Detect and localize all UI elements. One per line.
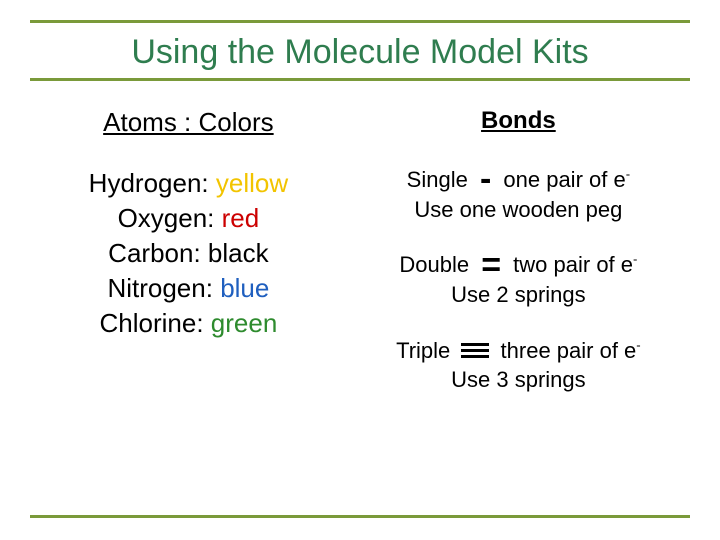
bond-double: Double = two pair of e- Use 2 springs xyxy=(347,250,690,309)
bond-single: Single - one pair of e- Use one wooden p… xyxy=(347,165,690,224)
bond-triple-tail: three pair of e xyxy=(501,338,637,363)
atom-row: Carbon: black xyxy=(30,236,347,271)
bond-single-note: Use one wooden peg xyxy=(414,197,622,222)
atom-row: Nitrogen: blue xyxy=(30,271,347,306)
bond-double-lead: Double xyxy=(399,252,469,277)
atom-label: Nitrogen: xyxy=(107,273,220,303)
bond-triple: Triple three pair of e- Use 3 springs xyxy=(347,336,690,395)
atom-row: Oxygen: red xyxy=(30,201,347,236)
bond-single-lead: Single xyxy=(407,167,468,192)
atom-color-word: yellow xyxy=(216,168,288,198)
divider-bottom xyxy=(30,515,690,518)
divider-top xyxy=(30,20,690,23)
bond-single-sup: - xyxy=(626,167,630,182)
bond-double-tail: two pair of e xyxy=(513,252,633,277)
content-columns: Atoms : Colors Hydrogen: yellowOxygen: r… xyxy=(30,107,690,421)
atom-color-word: blue xyxy=(220,273,269,303)
atom-label: Hydrogen: xyxy=(89,168,216,198)
atoms-column: Atoms : Colors Hydrogen: yellowOxygen: r… xyxy=(30,107,347,421)
bonds-column: Bonds Single - one pair of e- Use one wo… xyxy=(347,107,690,421)
atom-label: Chlorine: xyxy=(100,308,211,338)
atom-label: Carbon: xyxy=(108,238,208,268)
atom-label: Oxygen: xyxy=(118,203,222,233)
atom-row: Hydrogen: yellow xyxy=(30,166,347,201)
divider-under-title xyxy=(30,78,690,81)
atom-color-word: black xyxy=(208,238,269,268)
atoms-list: Hydrogen: yellowOxygen: redCarbon: black… xyxy=(30,166,347,341)
bond-triple-note: Use 3 springs xyxy=(451,367,586,392)
bond-double-sup: - xyxy=(633,252,637,267)
atom-row: Chlorine: green xyxy=(30,306,347,341)
bond-triple-sup: - xyxy=(636,337,640,352)
triple-bond-symbol xyxy=(456,340,494,361)
page-title: Using the Molecule Model Kits xyxy=(30,33,690,72)
bond-double-note: Use 2 springs xyxy=(451,282,586,307)
atom-color-word: red xyxy=(222,203,260,233)
bond-triple-lead: Triple xyxy=(396,338,450,363)
atom-color-word: green xyxy=(211,308,278,338)
bond-single-tail: one pair of e xyxy=(503,167,625,192)
atoms-heading: Atoms : Colors xyxy=(30,107,347,138)
bonds-heading: Bonds xyxy=(347,107,690,135)
